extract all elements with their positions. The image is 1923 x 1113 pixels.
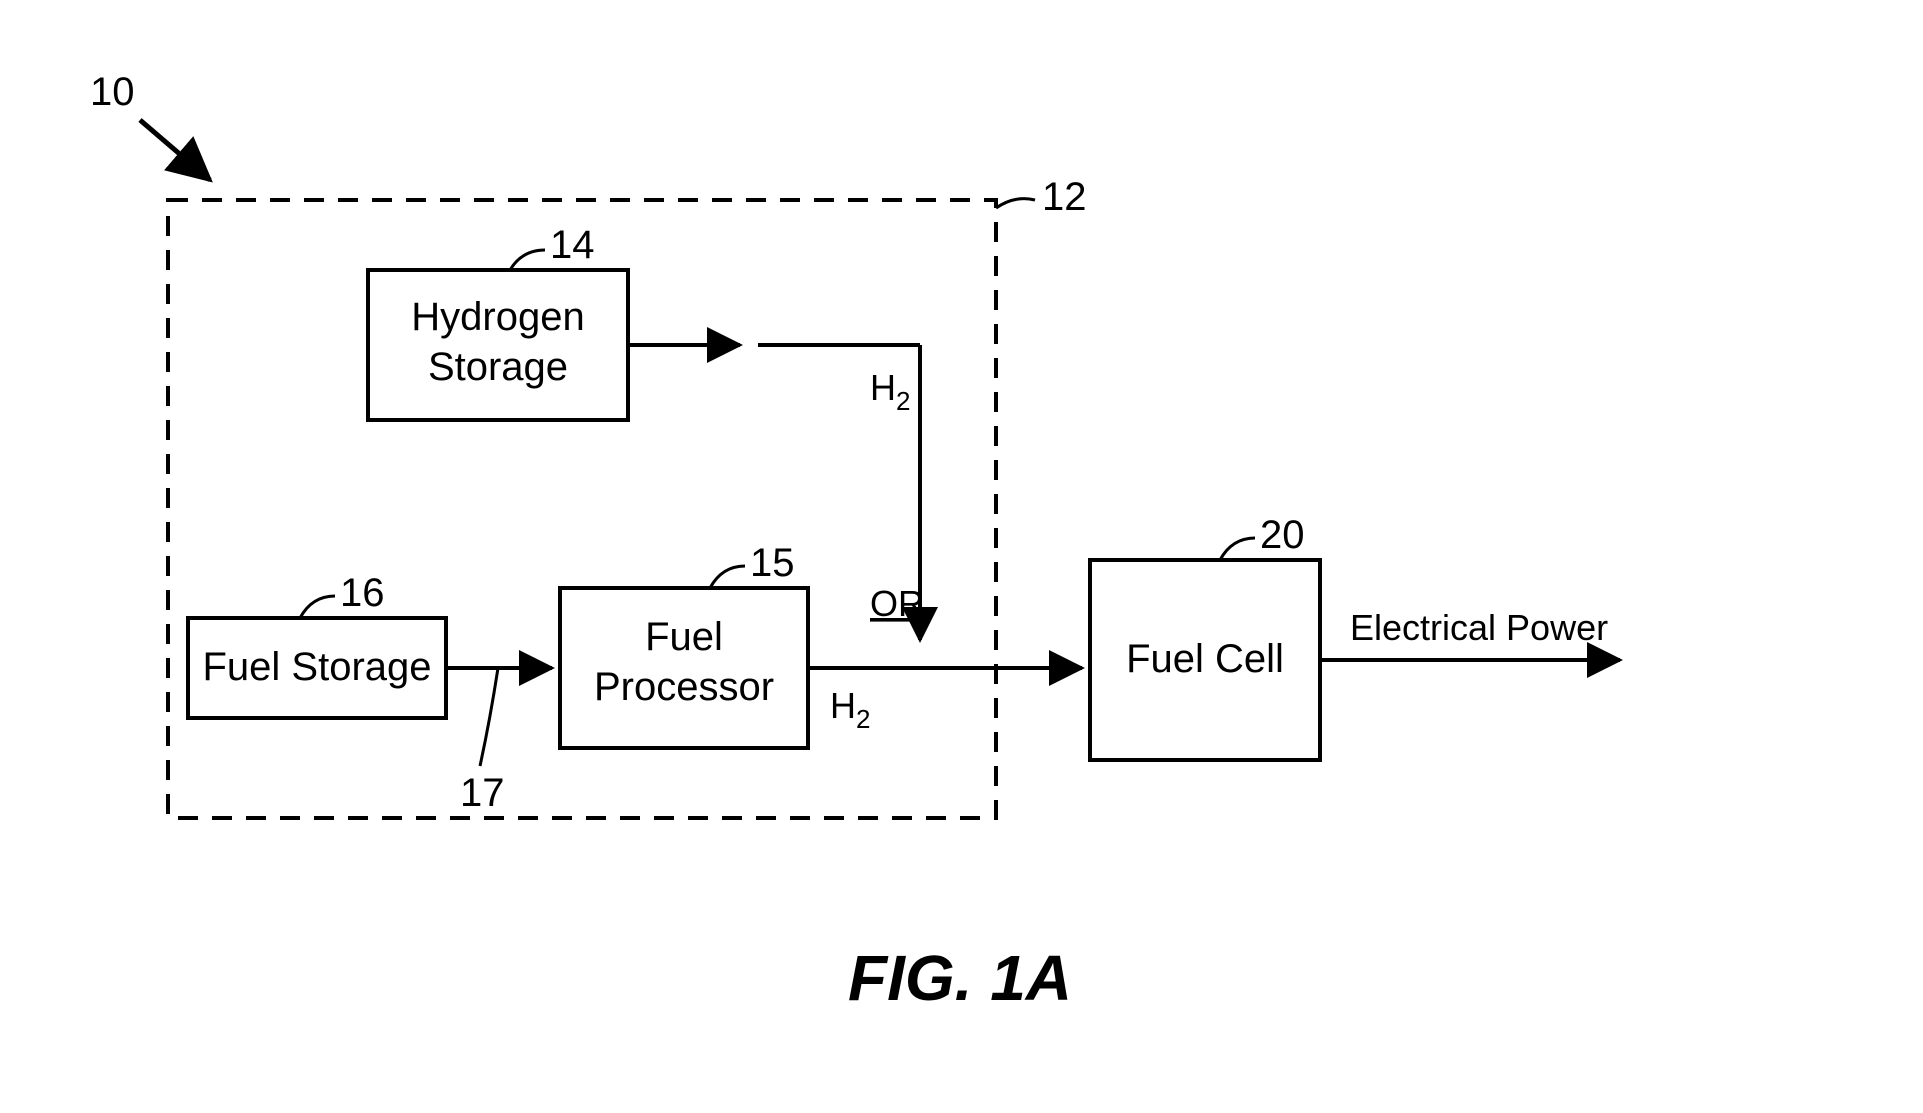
- h2-bot-sub: 2: [856, 704, 870, 734]
- fuel-storage-label: Fuel Storage: [202, 645, 431, 689]
- fuel-cell-node: Fuel Cell: [1090, 560, 1320, 760]
- fuel-processor-node: Fuel Processor: [560, 588, 808, 748]
- h2-bot-h: H: [830, 685, 856, 726]
- ref-boundary-label: 12: [1042, 175, 1087, 219]
- ref-boundary-leader: [996, 199, 1035, 208]
- ref-hydrogen-label: 14: [550, 223, 595, 267]
- or-label: OR: [870, 583, 924, 624]
- hydrogen-storage-label2: Storage: [428, 345, 568, 389]
- fuel-storage-node: Fuel Storage: [188, 618, 446, 718]
- ref-fuelcell-leader: [1220, 538, 1255, 560]
- fuel-processor-label1: Fuel: [645, 615, 723, 659]
- hydrogen-storage-label1: Hydrogen: [411, 295, 584, 339]
- h2-top-h: H: [870, 367, 896, 408]
- ref-system-label: 10: [90, 70, 135, 114]
- ref-fuelstorage-leader: [300, 596, 335, 618]
- ref-system-arrow: [140, 120, 210, 180]
- svg-text:H2: H2: [870, 367, 910, 416]
- fuel-processor-label2: Processor: [594, 665, 774, 709]
- figure-title: FIG. 1A: [848, 942, 1072, 1014]
- ref-fuelstorage-label: 16: [340, 571, 385, 615]
- ref-17-label: 17: [460, 771, 505, 815]
- ref-system: 10: [90, 70, 210, 180]
- svg-text:H2: H2: [830, 685, 870, 734]
- hydrogen-storage-node: Hydrogen Storage: [368, 270, 628, 420]
- h2-label-top: H2: [870, 367, 910, 416]
- ref-hydrogen-leader: [510, 250, 545, 270]
- ref-fuelcell-label: 20: [1260, 513, 1305, 557]
- ref-17-leader: [480, 668, 498, 766]
- fuel-cell-label: Fuel Cell: [1126, 637, 1284, 681]
- h2-label-bottom: H2: [830, 685, 870, 734]
- ref-fuelproc-label: 15: [750, 541, 795, 585]
- output-label: Electrical Power: [1350, 607, 1608, 648]
- h2-top-sub: 2: [896, 386, 910, 416]
- ref-fuelproc-leader: [710, 566, 745, 588]
